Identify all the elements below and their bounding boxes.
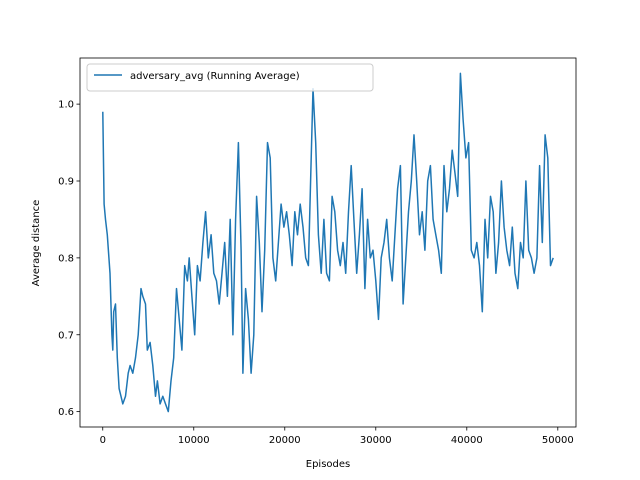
y-tick-label: 0.7 [58,330,74,341]
axes: 0 10000 20000 30000 40000 50000 0.6 0.7 0.8 0.9 1.… [58,57,577,446]
x-axis-label: Episodes [306,459,350,470]
y-tick-label: 1.0 [58,100,74,111]
x-tick-label: 30000 [360,435,392,446]
plot-area [102,72,554,413]
y-tick-label: 0.8 [58,253,74,264]
series-line-0 [102,72,554,413]
x-tick-label: 40000 [451,435,483,446]
x-tick-label: 50000 [542,435,574,446]
legend-frame [86,63,374,92]
y-tick-label: 0.9 [58,177,74,188]
x-tick-label: 20000 [269,435,301,446]
x-tick-label: 10000 [178,435,210,446]
y-axis-label: Average distance [31,200,42,287]
y-tick-label: 0.6 [58,407,74,418]
legend: adversary_avg (Running Average) [86,63,374,92]
legend-label: adversary_avg (Running Average) [130,71,300,82]
axes-frame [79,57,577,428]
x-tick-label: 0 [100,435,106,446]
